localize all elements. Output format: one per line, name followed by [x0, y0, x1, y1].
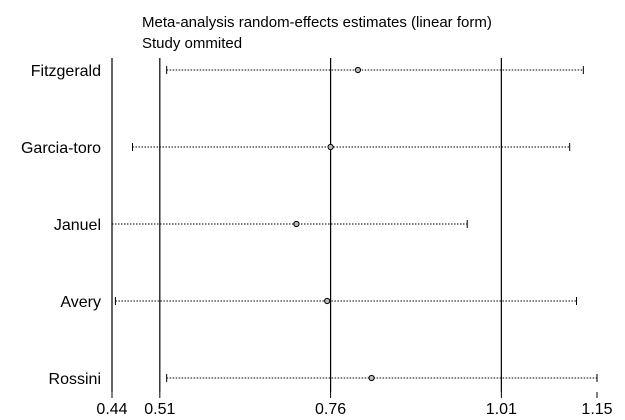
- point-estimate: [327, 143, 334, 151]
- x-tick-label: 1.01: [486, 401, 517, 418]
- x-tick-label: 0.51: [144, 401, 175, 418]
- plot-area: 0.44 0.51 0.76 1.01 1.15 Fitzgerald Garcia-tor…: [21, 58, 613, 418]
- chart-subtitle: Study ommited: [142, 35, 242, 52]
- point-estimate: [324, 297, 331, 305]
- x-tick-label: 0.44: [96, 401, 127, 418]
- chart-title: Meta-analysis random-effects estimates (…: [142, 14, 492, 31]
- point-estimate: [293, 220, 300, 228]
- study-label: Januel: [54, 217, 101, 234]
- study-label: Rossini: [49, 371, 101, 388]
- x-tick-label: 0.76: [315, 401, 346, 418]
- study-label: Fitzgerald: [31, 63, 101, 80]
- point-estimate: [368, 374, 375, 382]
- study-label: Garcia-toro: [21, 140, 101, 157]
- x-tick-label: 1.15: [581, 401, 612, 418]
- study-label: Avery: [60, 294, 101, 311]
- point-estimate: [354, 66, 362, 74]
